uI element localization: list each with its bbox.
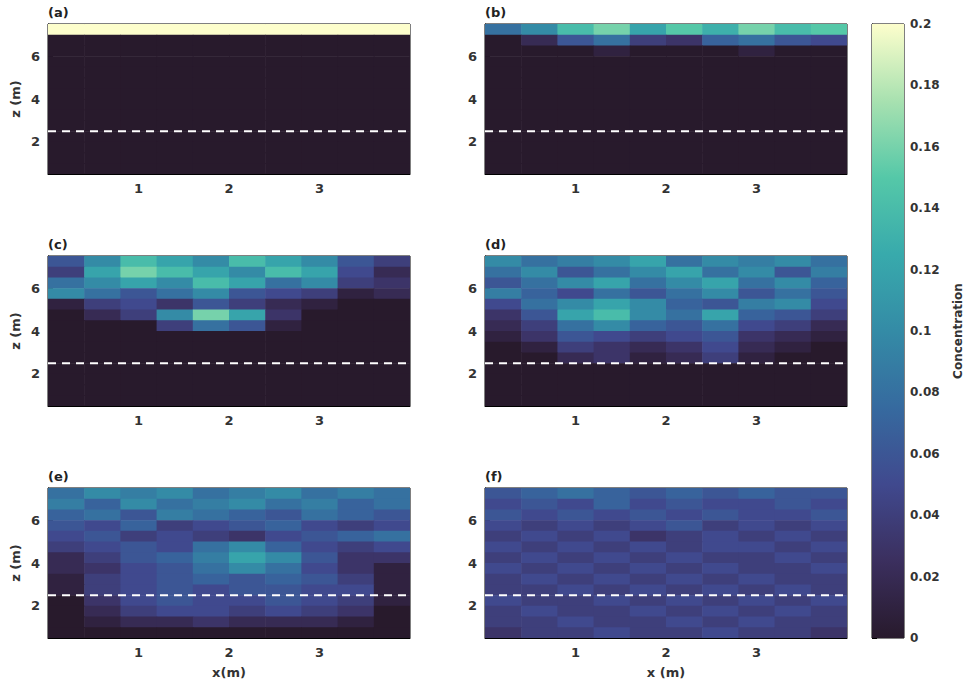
- svg-text:0.06: 0.06: [910, 447, 940, 461]
- svg-text:1: 1: [134, 181, 143, 196]
- svg-text:2: 2: [224, 413, 233, 428]
- svg-text:z (m): z (m): [8, 312, 23, 350]
- svg-text:2: 2: [31, 598, 40, 613]
- svg-text:(c): (c): [48, 237, 68, 252]
- svg-text:z (m): z (m): [8, 80, 23, 118]
- svg-text:0.04: 0.04: [910, 508, 940, 522]
- svg-text:2: 2: [224, 645, 233, 660]
- svg-text:1: 1: [571, 413, 580, 428]
- svg-text:4: 4: [31, 556, 40, 571]
- svg-text:6: 6: [31, 281, 40, 296]
- svg-text:2: 2: [224, 181, 233, 196]
- svg-text:2: 2: [468, 366, 477, 381]
- svg-text:3: 3: [752, 181, 761, 196]
- svg-text:0.2: 0.2: [910, 17, 931, 31]
- svg-text:4: 4: [468, 324, 477, 339]
- svg-text:4: 4: [31, 92, 40, 107]
- svg-text:x (m): x (m): [647, 665, 685, 680]
- svg-text:1: 1: [571, 645, 580, 660]
- svg-text:(e): (e): [48, 469, 69, 484]
- svg-text:1: 1: [571, 181, 580, 196]
- svg-text:Concentration: Concentration: [951, 283, 965, 379]
- svg-text:3: 3: [315, 645, 324, 660]
- svg-text:6: 6: [468, 281, 477, 296]
- svg-text:0.1: 0.1: [910, 324, 931, 338]
- svg-text:2: 2: [31, 134, 40, 149]
- svg-text:0: 0: [910, 631, 918, 645]
- svg-text:3: 3: [752, 645, 761, 660]
- svg-text:(a): (a): [48, 5, 69, 20]
- svg-text:2: 2: [661, 181, 670, 196]
- svg-text:1: 1: [134, 413, 143, 428]
- svg-text:2: 2: [468, 598, 477, 613]
- svg-text:3: 3: [315, 181, 324, 196]
- svg-text:2: 2: [468, 134, 477, 149]
- svg-text:4: 4: [31, 324, 40, 339]
- svg-text:0.16: 0.16: [910, 140, 940, 154]
- svg-text:3: 3: [752, 413, 761, 428]
- svg-text:2: 2: [31, 366, 40, 381]
- svg-text:4: 4: [468, 556, 477, 571]
- svg-text:0.12: 0.12: [910, 263, 940, 277]
- svg-text:6: 6: [468, 49, 477, 64]
- svg-text:(d): (d): [485, 237, 506, 252]
- svg-text:2: 2: [661, 645, 670, 660]
- svg-text:0.02: 0.02: [910, 570, 940, 584]
- svg-text:(b): (b): [485, 5, 506, 20]
- svg-text:6: 6: [31, 513, 40, 528]
- svg-text:6: 6: [468, 513, 477, 528]
- svg-text:3: 3: [315, 413, 324, 428]
- svg-text:(f): (f): [485, 469, 503, 484]
- svg-text:6: 6: [31, 49, 40, 64]
- svg-text:0.08: 0.08: [910, 385, 940, 399]
- svg-text:x(m): x(m): [212, 665, 246, 680]
- svg-text:2: 2: [661, 413, 670, 428]
- svg-text:z (m): z (m): [8, 544, 23, 582]
- svg-text:4: 4: [468, 92, 477, 107]
- svg-text:1: 1: [134, 645, 143, 660]
- svg-text:0.14: 0.14: [910, 201, 940, 215]
- svg-text:0.18: 0.18: [910, 78, 940, 92]
